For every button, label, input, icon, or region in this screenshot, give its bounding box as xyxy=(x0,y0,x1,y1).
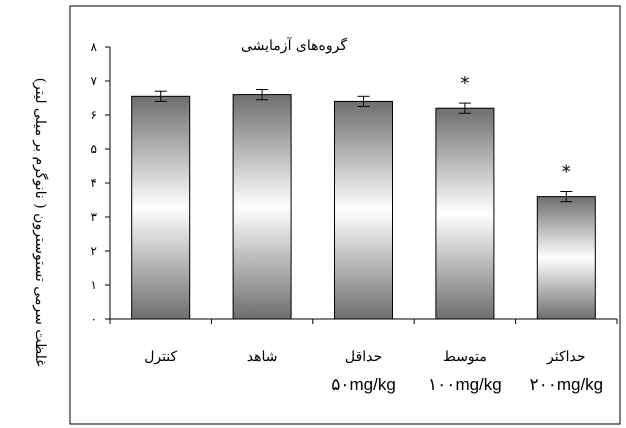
y-tick-label: ۸ xyxy=(91,40,98,54)
y-tick-label: ۵ xyxy=(91,142,97,156)
significance-marker: * xyxy=(562,162,571,183)
bar xyxy=(232,94,292,320)
bar xyxy=(334,100,393,320)
x-tick-label: کنترل xyxy=(144,349,177,365)
y-tick-label: ۴ xyxy=(91,176,97,190)
x-tick-label: متوسط xyxy=(443,349,487,365)
chart-title: گروه‌های آزمایشی xyxy=(241,36,347,54)
y-tick-label: ۷ xyxy=(91,74,98,88)
y-tick-label: ۰ xyxy=(91,312,97,326)
bar xyxy=(435,107,495,320)
x-tick-label: حداقل xyxy=(345,349,382,365)
x-tick-dose-label: ۱۰۰mg/kg xyxy=(428,375,502,394)
y-tick-label: ۲ xyxy=(91,244,97,258)
x-tick-label: شاهد xyxy=(247,349,278,365)
significance-marker: * xyxy=(460,73,469,94)
bar xyxy=(536,196,596,320)
x-tick-dose-label: ۵۰mg/kg xyxy=(331,375,396,394)
y-tick-label: ۶ xyxy=(91,108,97,122)
y-axis-label: غلظت سرمی تستوسترون ( نانوگرم بر میلی لی… xyxy=(32,78,49,367)
y-tick-label: ۱ xyxy=(91,278,97,292)
x-tick-dose-label: ۲۰۰mg/kg xyxy=(529,375,603,394)
y-tick-label: ۳ xyxy=(91,210,98,224)
x-tick-label: حداکثر xyxy=(546,349,586,365)
bar xyxy=(131,95,191,320)
